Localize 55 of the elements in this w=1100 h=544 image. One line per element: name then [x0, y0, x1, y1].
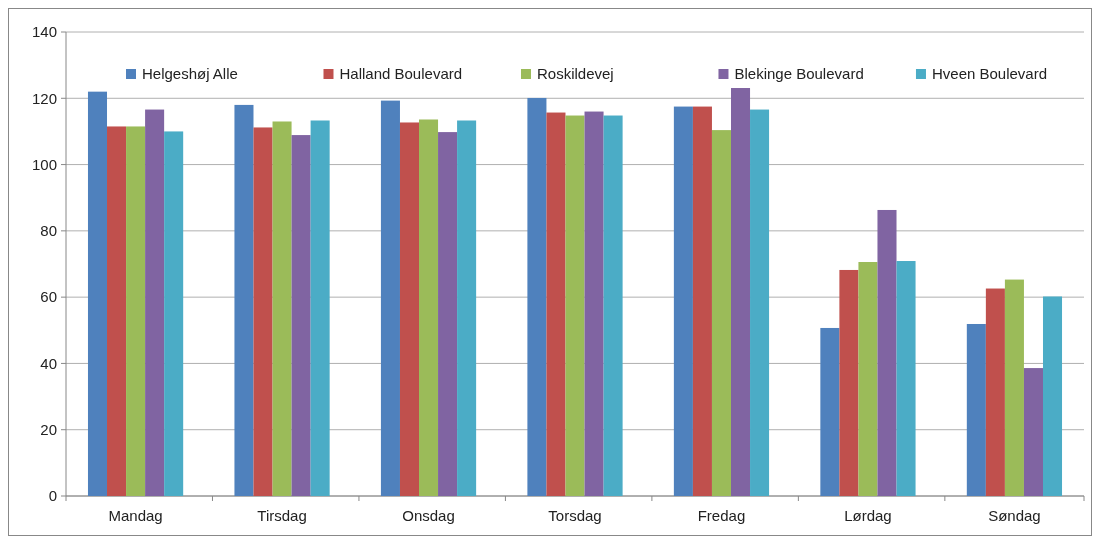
- bar: [839, 269, 859, 496]
- y-tick-label: 40: [40, 354, 57, 372]
- bar: [87, 91, 108, 496]
- bar: [546, 112, 566, 496]
- x-tick-label: Torsdag: [548, 507, 602, 524]
- bar: [253, 127, 273, 496]
- bar: [126, 126, 146, 496]
- bar: [380, 100, 400, 496]
- bar: [603, 115, 623, 496]
- x-tick-label: Tirsdag: [257, 507, 307, 524]
- y-tick-label: 20: [40, 420, 57, 438]
- bar: [164, 131, 184, 496]
- y-tick-label: 140: [31, 23, 57, 41]
- bar: [692, 106, 712, 496]
- bar: [858, 262, 878, 496]
- legend-label: Roskildevej: [536, 65, 614, 83]
- bar: [419, 119, 439, 496]
- y-tick-label: 80: [40, 222, 57, 240]
- bar: [584, 111, 604, 496]
- bar: [877, 209, 897, 496]
- x-tick-label: Onsdag: [402, 507, 455, 524]
- y-tick-label: 100: [31, 155, 57, 173]
- legend-label: Hveen Boulevard: [931, 65, 1048, 83]
- y-tick-label: 120: [31, 89, 57, 107]
- bar: [438, 132, 458, 496]
- y-tick-label: 60: [40, 288, 57, 306]
- bar: [291, 135, 311, 496]
- legend-label: Blekinge Boulevard: [734, 65, 864, 83]
- x-tick-label: Fredag: [697, 507, 746, 524]
- legend-label: Halland Boulevard: [339, 65, 463, 83]
- x-tick-label: Søndag: [988, 507, 1041, 524]
- bar: [750, 109, 770, 496]
- bar: [673, 106, 693, 496]
- bar: [107, 126, 127, 496]
- bar: [272, 121, 292, 496]
- legend-label: Helgeshøj Alle: [142, 65, 238, 83]
- bar: [1023, 368, 1043, 496]
- bar: [731, 88, 751, 496]
- x-tick-label: Mandag: [108, 507, 163, 524]
- y-tick-label: 0: [48, 487, 57, 505]
- bar: [985, 288, 1005, 496]
- bar: [399, 122, 419, 496]
- bar: [711, 130, 731, 496]
- bar: [1042, 296, 1063, 496]
- bar: [966, 323, 986, 496]
- bar: [457, 120, 477, 496]
- bar: [820, 327, 840, 496]
- bar: [310, 120, 330, 496]
- bar: [527, 97, 547, 496]
- x-tick-label: Lørdag: [844, 507, 892, 524]
- bar: [896, 261, 916, 496]
- bar: [1004, 279, 1024, 496]
- bar: [234, 104, 254, 496]
- bar: [145, 109, 165, 496]
- bar: [565, 115, 585, 496]
